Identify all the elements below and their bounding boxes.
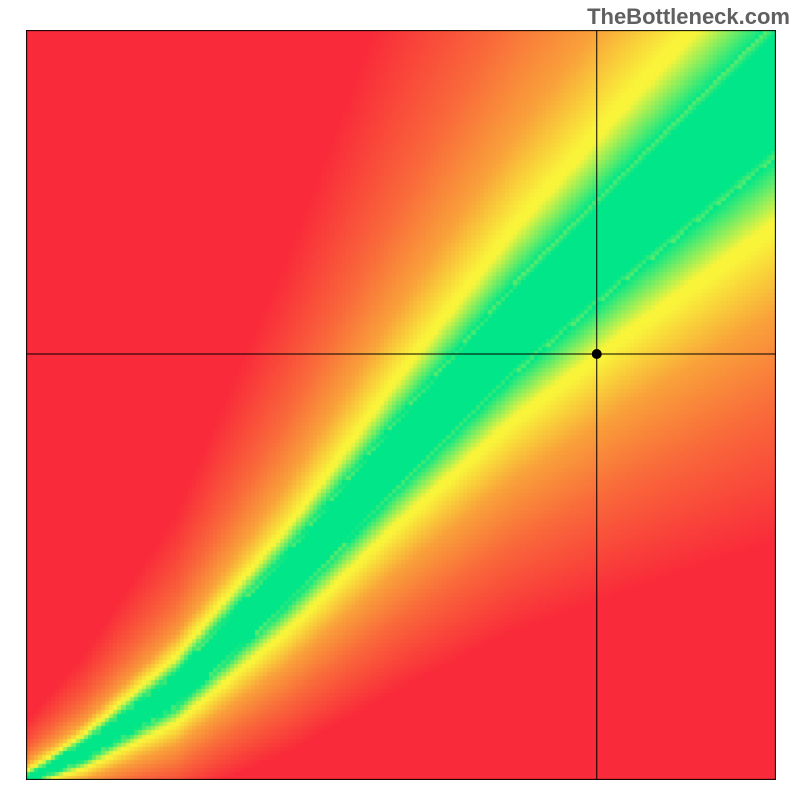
chart-container: TheBottleneck.com bbox=[0, 0, 800, 800]
bottleneck-heatmap bbox=[26, 30, 776, 780]
attribution-text: TheBottleneck.com bbox=[587, 4, 790, 30]
